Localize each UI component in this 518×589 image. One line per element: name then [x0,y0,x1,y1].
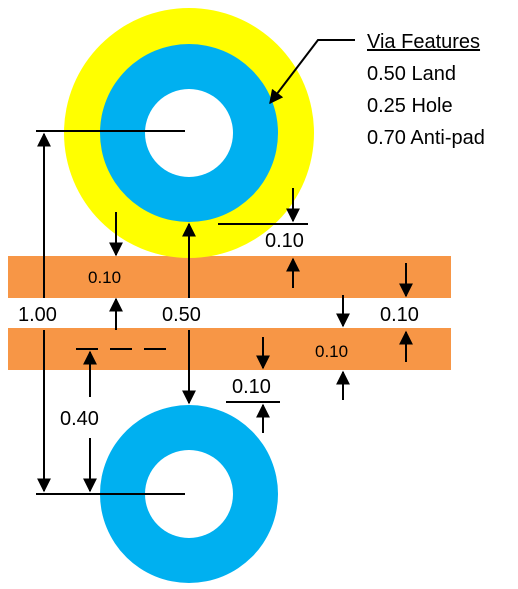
legend-item-hole: 0.25 Hole [367,95,453,117]
label-offset: 0.40 [60,408,99,430]
label-trace-gap: 0.10 [380,304,419,326]
label-land-to-trace: 0.10 [232,376,271,398]
label-trace-bottom-width: 0.10 [315,342,348,361]
via-hole-top [145,89,233,177]
legend-item-antipad: 0.70 Anti-pad [367,127,485,149]
label-trace-top-width: 0.10 [88,268,121,287]
trace-top [8,256,451,298]
legend-leader-line [269,39,355,105]
legend-title: Via Features [367,31,480,53]
label-antipad-to-trace: 0.10 [265,230,304,252]
via-hole-bottom [145,450,233,538]
label-pitch: 1.00 [18,304,57,326]
label-land-diameter: 0.50 [162,304,201,326]
legend-item-land: 0.50 Land [367,63,456,85]
trace-bottom [8,328,451,370]
